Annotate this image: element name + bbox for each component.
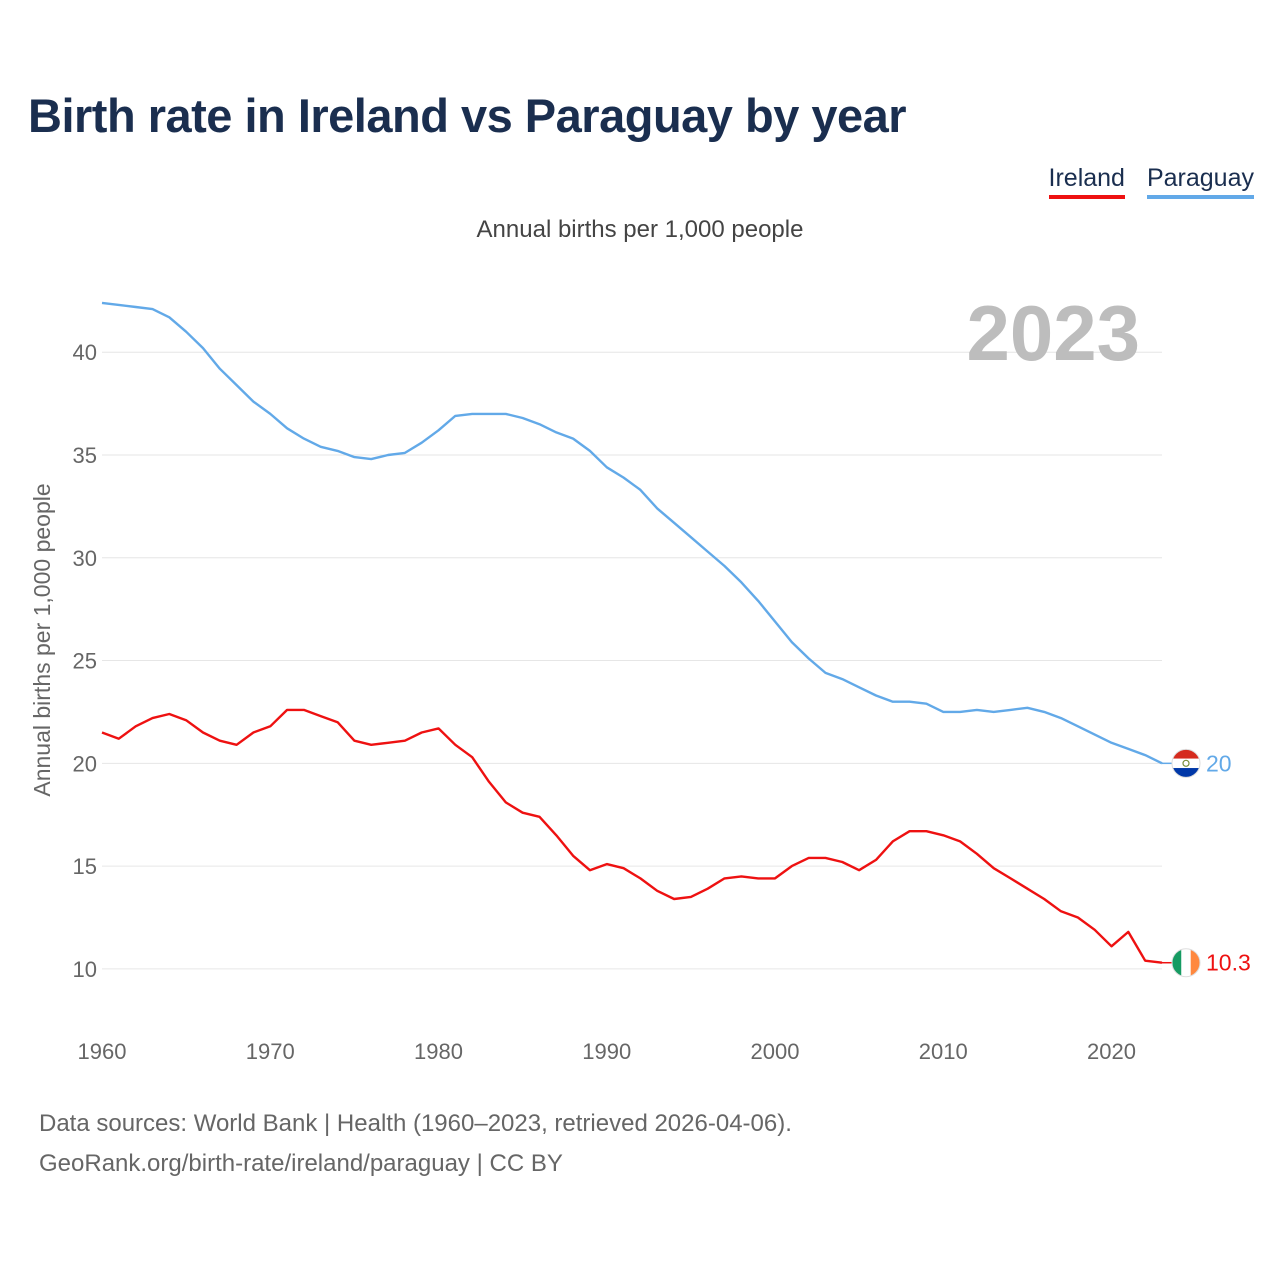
year-watermark: 2023 [966, 289, 1140, 377]
y-axis-label: Annual births per 1,000 people [29, 483, 55, 796]
x-tick-label: 1980 [414, 1039, 463, 1064]
x-axis-ticks: 1960 1970 1980 1990 2000 2010 2020 [78, 1039, 1136, 1064]
y-tick-label: 15 [73, 854, 97, 879]
legend-item-ireland[interactable]: Ireland [1048, 164, 1125, 199]
grid [102, 351, 1162, 970]
y-tick-label: 40 [73, 340, 97, 365]
paraguay-flag-icon [1171, 748, 1201, 778]
series-line-ireland [101, 708, 1163, 964]
legend: Ireland Paraguay [1048, 164, 1254, 199]
x-tick-label: 1990 [582, 1039, 631, 1064]
y-tick-label: 35 [73, 443, 97, 468]
series-lines [101, 301, 1163, 964]
footer: Data sources: World Bank | Health (1960–… [39, 1104, 792, 1184]
y-tick-label: 20 [73, 751, 97, 776]
end-value-label-ireland: 10.3 [1206, 950, 1251, 976]
series-line-paraguay [101, 301, 1163, 765]
legend-item-paraguay[interactable]: Paraguay [1146, 164, 1254, 199]
y-tick-label: 25 [73, 649, 97, 674]
series-end-markers: 10.3 20 [1162, 748, 1251, 978]
x-tick-label: 2000 [751, 1039, 800, 1064]
end-value-label-paraguay: 20 [1206, 750, 1232, 776]
chart-subtitle: Annual births per 1,000 people [476, 216, 804, 243]
y-axis-ticks: 10 15 20 25 30 35 40 [73, 340, 97, 982]
y-tick-label: 10 [73, 957, 97, 982]
page-title: Birth rate in Ireland vs Paraguay by yea… [28, 89, 907, 142]
footer-attribution[interactable]: GeoRank.org/birth-rate/ireland/paraguay … [39, 1150, 563, 1177]
y-tick-label: 30 [73, 546, 97, 571]
x-tick-label: 1970 [246, 1039, 295, 1064]
ireland-flag-icon [1171, 948, 1201, 978]
footer-sources: Data sources: World Bank | Health (1960–… [39, 1110, 792, 1137]
x-tick-label: 2010 [919, 1039, 968, 1064]
x-tick-label: 1960 [78, 1039, 127, 1064]
x-tick-label: 2020 [1087, 1039, 1136, 1064]
